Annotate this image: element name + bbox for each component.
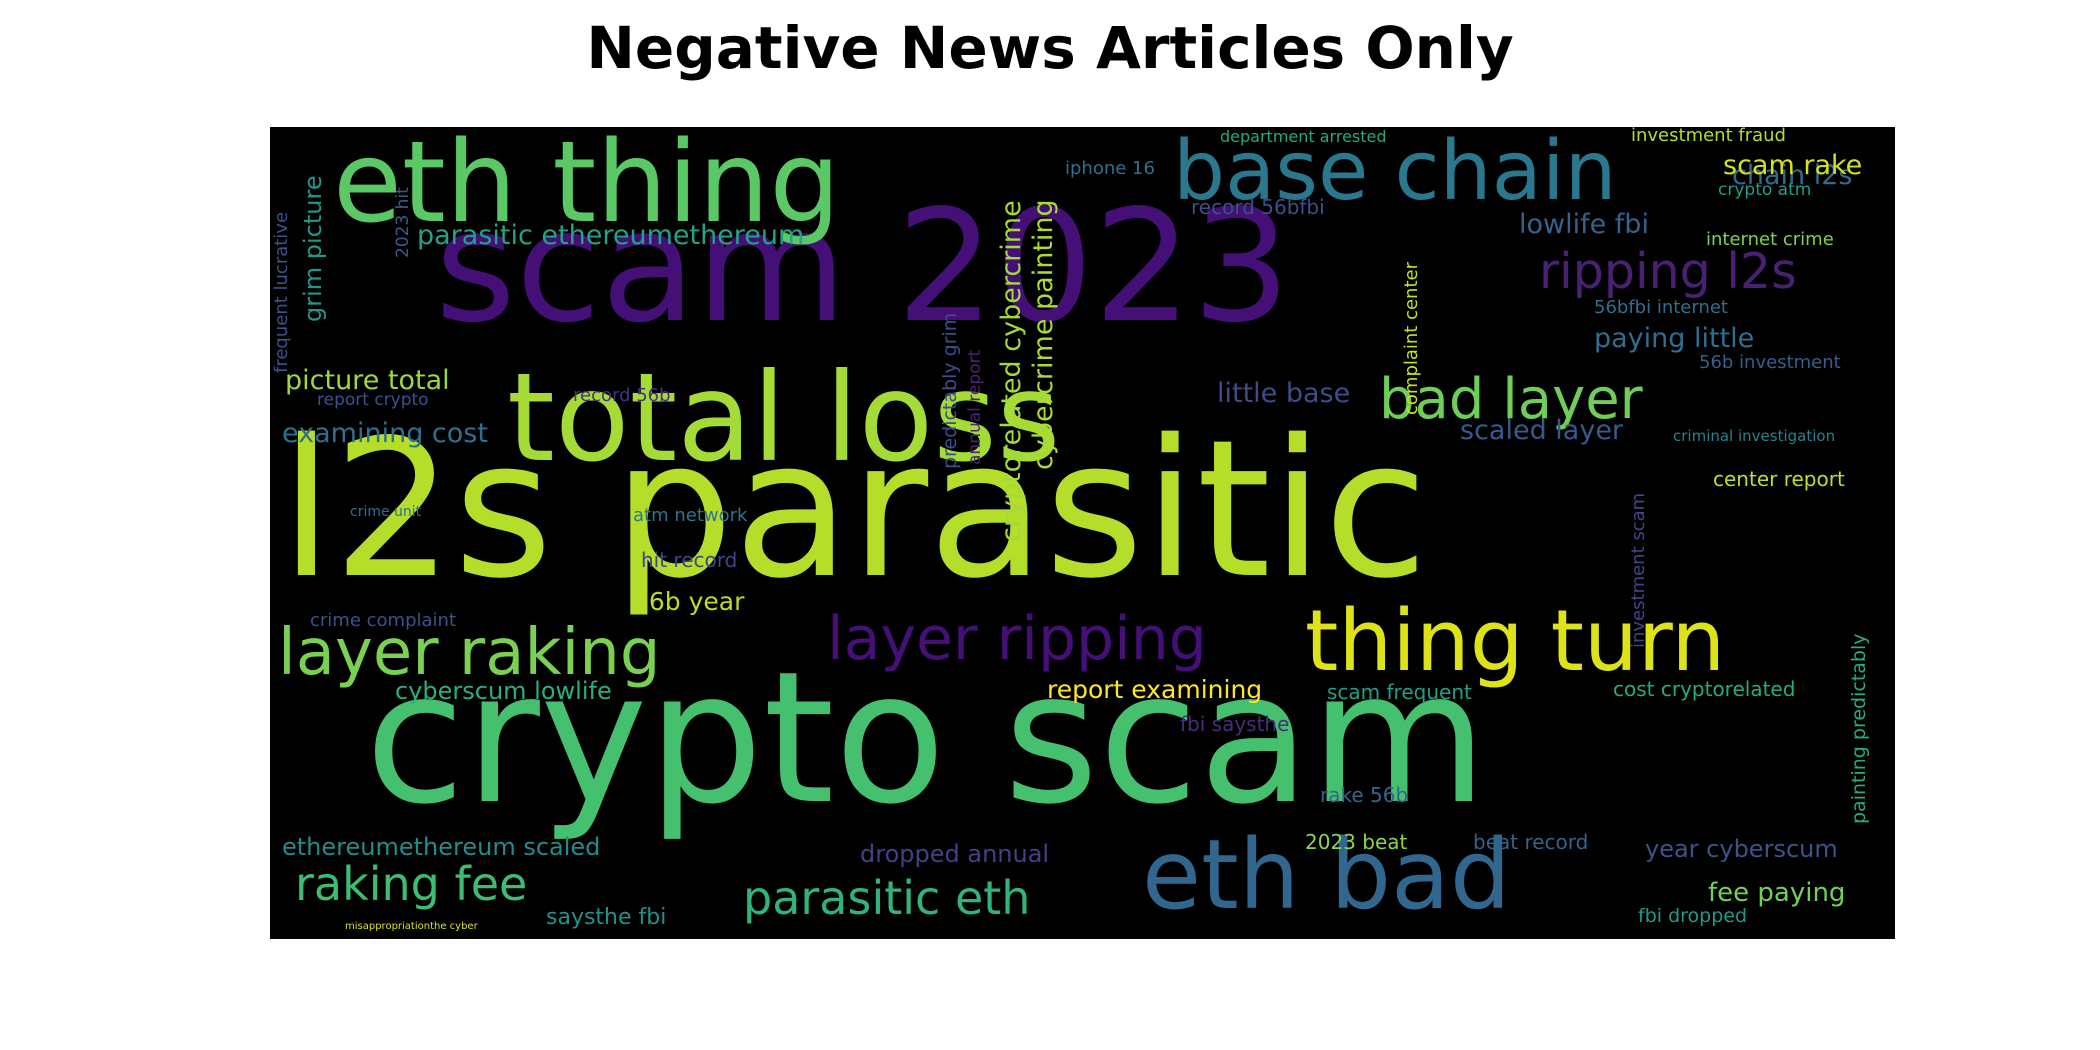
word: grim picture <box>299 175 327 322</box>
word: lowlife fbi <box>1519 209 1649 240</box>
word: scaled layer <box>1460 415 1624 446</box>
word: annual report <box>965 349 985 465</box>
word: crime complaint <box>310 610 456 631</box>
word: crypto scam <box>365 632 1488 844</box>
word: cyberscum lowlife <box>395 677 612 705</box>
word: 56bfbi internet <box>1594 297 1728 318</box>
word: scam rake <box>1723 150 1863 181</box>
word: base chain <box>1173 127 1617 219</box>
word: criminal investigation <box>1673 427 1836 445</box>
word: 2023 hit <box>393 187 413 258</box>
word: predictably grim <box>939 312 961 469</box>
word: picture total <box>285 365 450 396</box>
word: report crypto <box>317 390 429 410</box>
word: eth thing <box>333 127 841 248</box>
word: 2023 beat <box>1305 830 1408 854</box>
word: record 56bfbi <box>1191 195 1325 219</box>
word: crypto atm <box>1718 180 1812 200</box>
word: eth bad <box>1142 819 1511 931</box>
word: record 56b <box>573 385 671 406</box>
word: hit record <box>641 548 738 572</box>
word: internet crime <box>1706 229 1834 250</box>
word: scam frequent <box>1327 680 1472 704</box>
word: scam 2023 <box>435 176 1291 357</box>
word: crime unit <box>350 504 422 520</box>
word: little base <box>1217 378 1351 409</box>
word: chain l2s <box>1732 160 1853 191</box>
word: iphone 16 <box>1065 158 1155 179</box>
word: department arrested <box>1220 127 1387 146</box>
word: cost cryptorelated <box>1613 677 1796 701</box>
word: report examining <box>1047 675 1263 704</box>
word: paying little <box>1594 323 1755 354</box>
word: parasitic eth <box>743 871 1031 925</box>
word: year cyberscum <box>1645 835 1838 863</box>
word: parasitic ethereumethereum <box>417 220 805 251</box>
word: ripping l2s <box>1539 243 1797 300</box>
word: dropped annual <box>860 840 1050 868</box>
word: layer raking <box>278 616 661 690</box>
word: 56b investment <box>1699 352 1841 373</box>
word: atm network <box>633 505 748 526</box>
word: ethereumethereum scaled <box>282 833 601 861</box>
word: fee paying <box>1708 878 1846 908</box>
word: total loss <box>507 347 1061 489</box>
word: fbi dropped <box>1638 905 1748 927</box>
word: thing turn <box>1305 592 1726 691</box>
word: beat record <box>1473 830 1589 854</box>
word: raking fee <box>295 857 528 911</box>
word: investment scam <box>1628 492 1649 648</box>
word: investment fraud <box>1631 127 1786 146</box>
chart-title: Negative News Articles Only <box>586 14 1514 82</box>
word: cybercrime painting <box>1028 199 1059 470</box>
word: center report <box>1713 467 1845 491</box>
word: examining cost <box>282 418 488 449</box>
word: rake 56b <box>1320 783 1409 807</box>
word: fbi saysthe <box>1180 712 1290 736</box>
word: cryptorelated cybercrime <box>996 200 1027 542</box>
word: painting predictably <box>1848 633 1870 824</box>
word: 56b year <box>633 587 745 616</box>
word-cloud: crypto scam l2s parasitic scam 2023 tota… <box>270 127 1895 939</box>
word: saysthe fbi <box>546 905 667 930</box>
word: bad layer <box>1379 367 1643 432</box>
word: misappropriationthe cyber <box>345 921 478 932</box>
word: layer ripping <box>827 604 1207 674</box>
word: frequent lucrative <box>271 211 292 373</box>
word: l2s parasitic <box>280 399 1429 620</box>
word: complaint center <box>1401 262 1422 415</box>
